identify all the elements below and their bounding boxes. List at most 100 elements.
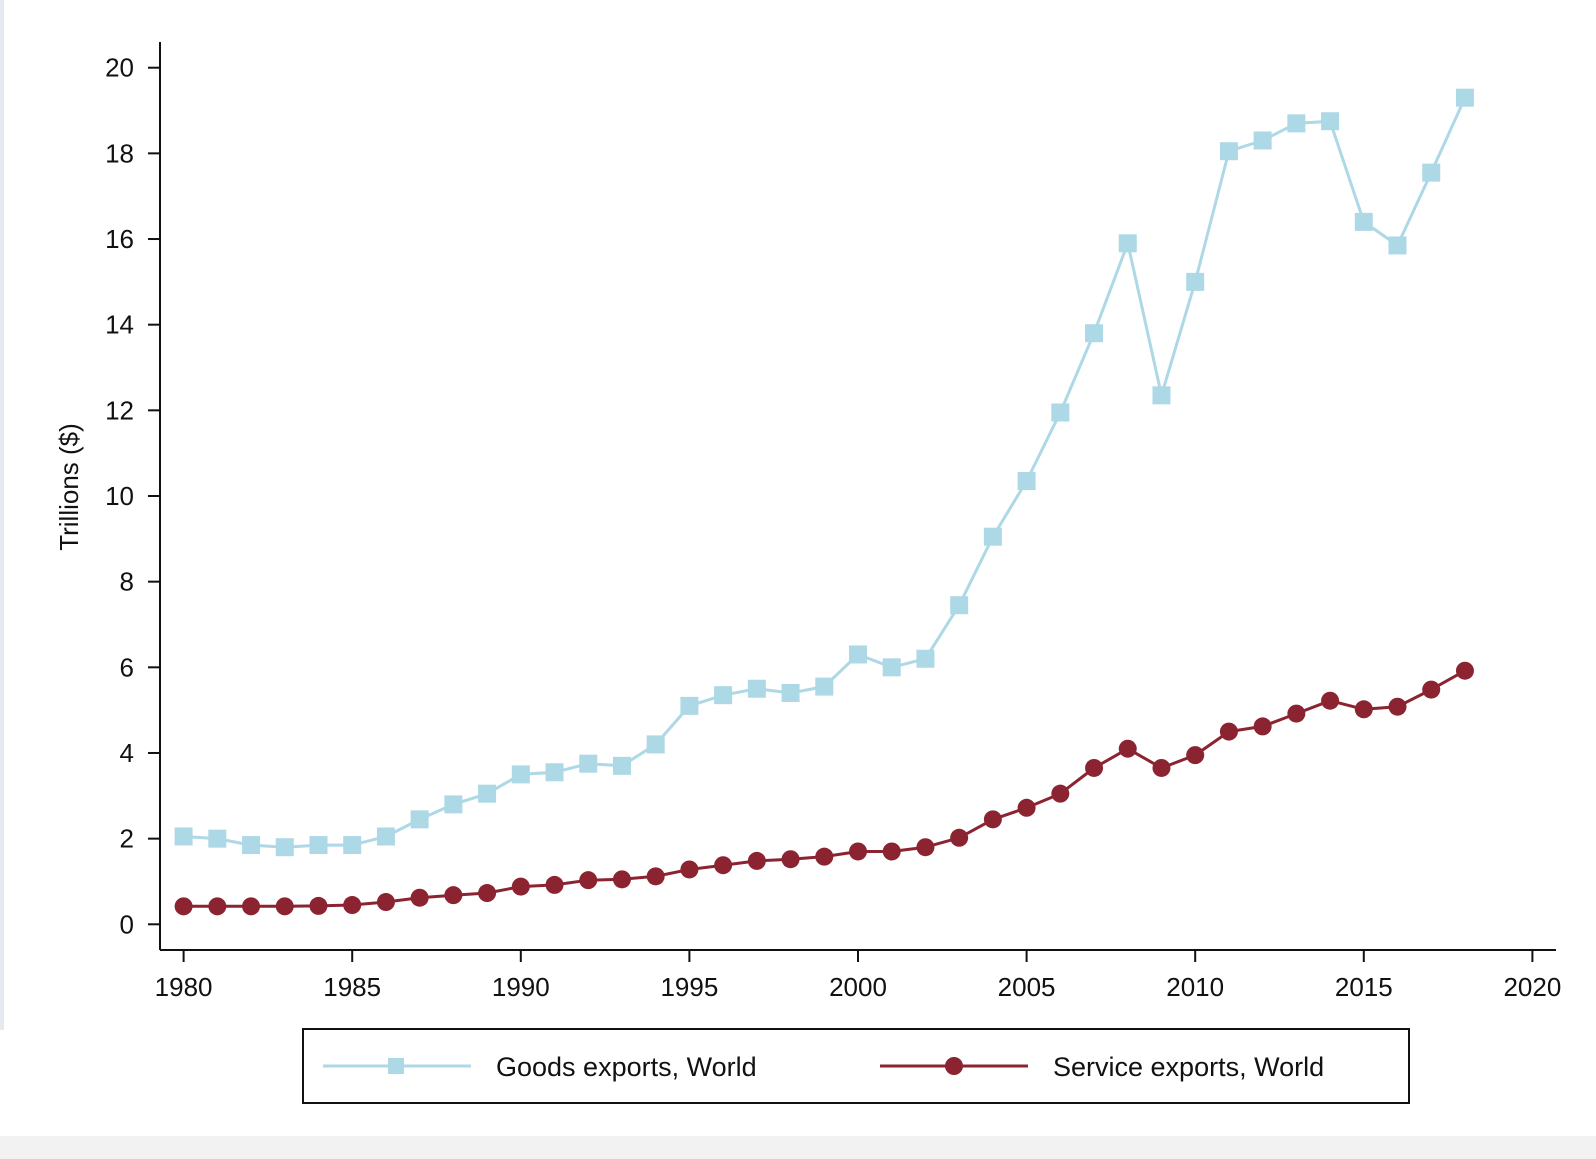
data-point-service (1354, 700, 1373, 719)
legend-marker-circle-icon (945, 1057, 963, 1075)
data-point-goods (882, 658, 901, 677)
data-point-goods (1455, 88, 1474, 107)
legend-label-service: Service exports, World (1053, 1052, 1324, 1082)
data-point-service (882, 842, 901, 861)
x-tick-label: 2005 (998, 972, 1056, 1002)
data-point-goods (612, 756, 631, 775)
x-tick-label: 2000 (829, 972, 887, 1002)
y-tick-label: 18 (105, 138, 134, 168)
data-point-goods (1354, 212, 1373, 231)
data-point-service (1051, 784, 1070, 803)
data-point-service (916, 838, 935, 857)
data-point-goods (646, 735, 665, 754)
y-tick-label: 8 (120, 567, 134, 597)
data-point-goods (1219, 142, 1238, 161)
data-point-service (444, 886, 463, 905)
data-point-goods (680, 696, 699, 715)
data-point-service (849, 842, 867, 861)
legend-item-goods-exports: Goods exports, World (323, 1052, 757, 1082)
data-point-goods (1186, 272, 1205, 291)
axes: 0 2 4 6 8 10 12 14 16 18 20 1980 1985 1990 1995 2000 200… (105, 42, 1561, 1002)
data-point-goods (1388, 236, 1407, 255)
x-tick-label: 1995 (660, 972, 718, 1002)
data-point-goods (1321, 112, 1340, 131)
data-point-goods (579, 754, 598, 773)
y-tick-label: 4 (120, 738, 134, 768)
data-point-service (680, 860, 699, 879)
series-line-service (183, 669, 1466, 908)
data-point-service (612, 870, 631, 889)
data-point-goods (343, 836, 362, 855)
data-point-service (275, 897, 294, 916)
data-point-service (410, 888, 429, 907)
y-tick-label: 20 (105, 53, 134, 83)
data-point-service (376, 893, 395, 912)
data-point-goods (950, 596, 969, 615)
data-point-service (242, 897, 261, 916)
data-point-goods (1152, 386, 1171, 405)
legend: Goods exports, World Service exports, Wo… (302, 1028, 1410, 1104)
data-point-service (950, 828, 969, 847)
data-point-goods (309, 836, 328, 855)
data-point-goods (781, 684, 800, 703)
data-point-service (309, 896, 328, 915)
y-tick-label: 10 (105, 481, 134, 511)
data-point-goods (444, 795, 463, 814)
x-tick-label: 2010 (1166, 972, 1224, 1002)
y-tick-label: 0 (120, 909, 134, 939)
data-point-service (983, 810, 1002, 829)
x-tick-label: 1985 (323, 972, 381, 1002)
data-point-goods (1085, 324, 1104, 343)
data-point-goods (714, 686, 733, 705)
data-point-goods (849, 645, 867, 664)
data-point-goods (1287, 114, 1306, 133)
x-tick-label: 1990 (492, 972, 550, 1002)
data-point-service (511, 877, 530, 896)
bottom-edge-strip (0, 1136, 1596, 1159)
data-point-service (815, 847, 834, 866)
x-tick-label: 2020 (1503, 972, 1561, 1002)
legend-marker-square-icon (388, 1058, 404, 1074)
y-tick-label: 16 (105, 224, 134, 254)
data-point-service (343, 896, 362, 915)
data-point-service (1219, 722, 1238, 741)
data-point-service (1152, 758, 1171, 777)
data-point-service (1321, 691, 1340, 710)
data-point-service (208, 897, 227, 916)
legend-label-goods: Goods exports, World (496, 1052, 757, 1082)
data-point-service (646, 867, 665, 886)
data-point-goods (747, 679, 766, 698)
data-point-goods (174, 827, 193, 846)
data-point-goods (1253, 131, 1272, 150)
legend-box (302, 1028, 1410, 1104)
left-edge-strip (0, 0, 4, 1030)
data-point-goods (376, 827, 395, 846)
data-point-goods (916, 649, 935, 668)
data-point-goods (1051, 403, 1070, 422)
data-point-service (545, 875, 564, 894)
data-point-goods (815, 677, 834, 696)
x-tick-label: 2015 (1335, 972, 1393, 1002)
data-point-service (1287, 704, 1306, 723)
data-point-service (174, 897, 193, 916)
data-point-service (478, 884, 497, 903)
data-point-service (1017, 798, 1036, 817)
x-tick-label: 1980 (155, 972, 213, 1002)
legend-item-service-exports: Service exports, World (880, 1052, 1324, 1082)
data-point-service (1186, 746, 1205, 765)
data-point-service (781, 850, 800, 869)
data-point-service (1253, 717, 1272, 736)
data-point-goods (1017, 472, 1036, 491)
y-axis-label: Trillions ($) (54, 423, 84, 551)
data-point-goods (511, 765, 530, 784)
data-point-service (1422, 680, 1441, 699)
data-point-goods (1422, 163, 1441, 182)
data-point-goods (1118, 234, 1137, 253)
data-point-service (1118, 739, 1137, 758)
data-point-goods (410, 810, 429, 829)
data-point-service (1388, 697, 1407, 716)
data-point-goods (478, 784, 497, 803)
y-tick-label: 6 (120, 652, 134, 682)
